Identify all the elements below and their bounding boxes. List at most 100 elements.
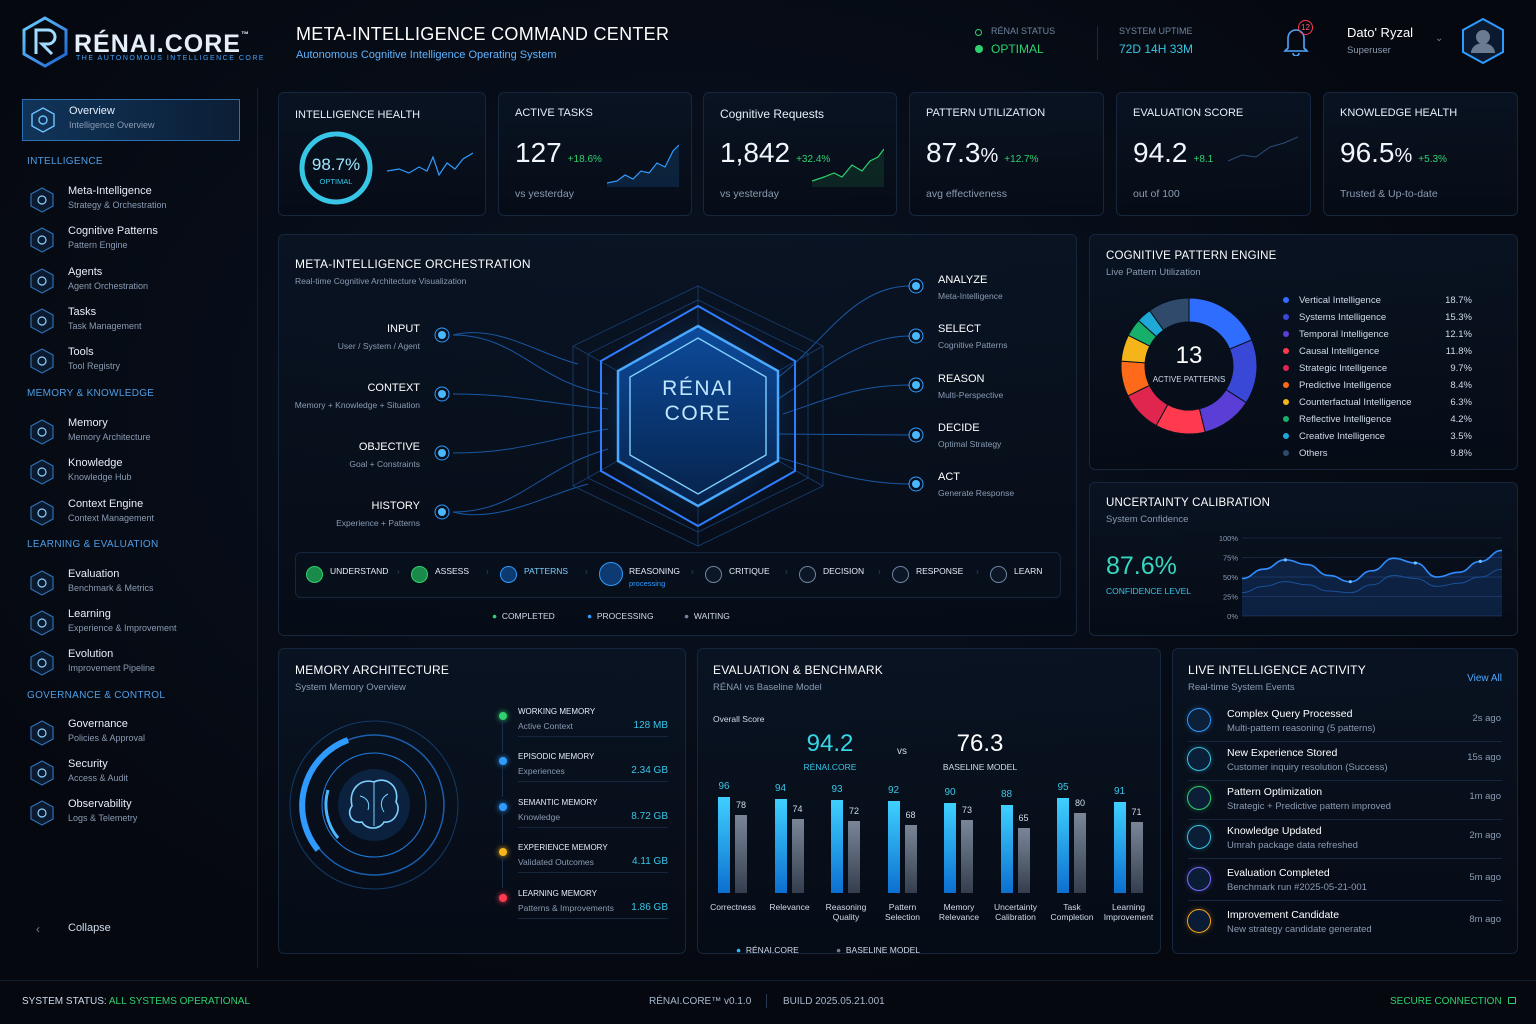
observability-icon — [30, 800, 54, 826]
sidebar-item-memory[interactable]: Memory Memory Architecture — [22, 412, 240, 452]
sidebar-item-context-engine[interactable]: Context Engine Context Management — [22, 493, 240, 533]
stage-label[interactable]: REASONING — [629, 566, 681, 576]
dot-icon: ● — [492, 611, 498, 621]
legend-dot-icon — [1283, 450, 1289, 456]
sidebar-item-tools[interactable]: Tools Tool Registry — [22, 341, 240, 381]
sidebar-item-sub: Knowledge Hub — [68, 472, 132, 482]
sidebar-item-label: Memory — [68, 417, 108, 429]
kpi-pattern-utilization[interactable]: PATTERN UTILIZATION 87.3% +12.7% avg effe… — [909, 92, 1104, 216]
bar-baseline[interactable] — [1074, 813, 1086, 893]
avatar[interactable] — [1461, 17, 1505, 65]
bar-renai[interactable] — [774, 799, 787, 893]
activity-time: 1m ago — [1469, 791, 1501, 802]
view-all-link[interactable]: View All — [1467, 673, 1502, 684]
legend-label: PROCESSING — [596, 611, 654, 621]
user-menu[interactable]: Dato' Ryzal Superuser ⌄ — [1347, 25, 1451, 59]
stage-label[interactable]: UNDERSTAND — [330, 566, 389, 576]
avatar-hex-icon — [1462, 17, 1504, 65]
bar-renai[interactable] — [1113, 802, 1126, 893]
tasks-sparkline — [607, 144, 679, 187]
kpi-title: EVALUATION SCORE — [1133, 107, 1244, 119]
sidebar-item-observability[interactable]: Observability Logs & Telemetry — [22, 793, 240, 833]
core-label-line: RÉNAI — [662, 377, 734, 400]
sidebar — [0, 88, 258, 968]
kpi-active-tasks[interactable]: ACTIVE TASKS 127 +18.6% vs yesterday — [498, 92, 692, 216]
bar-renai[interactable] — [1000, 805, 1013, 893]
kpi-sub: OPTIMAL — [319, 177, 353, 186]
collapse-button[interactable]: ‹ Collapse — [36, 920, 146, 938]
stage-processing-icon — [500, 566, 517, 583]
pattern-engine-title: COGNITIVE PATTERN ENGINE — [1106, 250, 1277, 262]
bar-renai[interactable] — [718, 797, 730, 893]
evaluation-icon — [30, 570, 54, 596]
donut-slice[interactable] — [1148, 297, 1190, 331]
bar-renai-value: 93 — [831, 784, 843, 795]
sidebar-item-meta-intelligence[interactable]: Meta-Intelligence Strategy & Orchestratio… — [22, 180, 240, 220]
header-divider — [1097, 26, 1098, 60]
stage-label[interactable]: RESPONSE — [916, 566, 964, 576]
kpi-evaluation-score[interactable]: EVALUATION SCORE 94.2 +8.1 out of 100 — [1116, 92, 1311, 216]
bar-renai[interactable] — [1057, 798, 1069, 893]
bar-category-label: Learning Improvement — [1103, 902, 1154, 922]
sidebar-item-label: Evolution — [68, 648, 114, 660]
tier-connector — [502, 857, 503, 888]
bar-baseline[interactable] — [1130, 822, 1143, 893]
kpi-delta: +8.1 — [1193, 154, 1214, 165]
sidebar-item-label: Meta-Intelligence — [68, 185, 152, 197]
sidebar-item-sub: Intelligence Overview — [69, 120, 155, 130]
sidebar-item-cognitive-patterns[interactable]: Cognitive Patterns Pattern Engine — [22, 220, 240, 260]
kpi-knowledge-health[interactable]: KNOWLEDGE HEALTH 96.5% +5.3% Trusted & Up… — [1323, 92, 1518, 216]
sidebar-item-knowledge[interactable]: Knowledge Knowledge Hub — [22, 452, 240, 492]
dot-icon: ● — [587, 611, 593, 621]
output-node-label: REASON — [938, 373, 985, 385]
stage-label[interactable]: DECISION — [823, 566, 865, 576]
bar-baseline[interactable] — [961, 820, 973, 893]
sidebar-item-sub: Experience & Improvement — [68, 623, 177, 633]
kpi-delta: +18.6% — [567, 154, 602, 165]
sidebar-item-governance[interactable]: Governance Policies & Approval — [22, 713, 240, 753]
score-renai: 94.2 — [806, 730, 854, 757]
sidebar-item-overview[interactable]: Overview Intelligence Overview — [22, 99, 240, 141]
bar-baseline[interactable] — [791, 819, 804, 893]
y-tick-label: 50% — [1223, 573, 1238, 582]
bar-legend-baseline: ● BASELINE MODEL — [836, 945, 920, 955]
activity-title: New Experience Stored — [1227, 747, 1338, 759]
bar-baseline[interactable] — [904, 825, 917, 893]
kpi-intelligence-health[interactable]: INTELLIGENCE HEALTH 98.7% OPTIMAL — [278, 92, 486, 216]
bar-baseline[interactable] — [848, 821, 860, 893]
sidebar-item-evaluation[interactable]: Evaluation Benchmark & Metrics — [22, 563, 240, 603]
evolution-icon — [30, 650, 54, 676]
kpi-value: 127 — [515, 137, 562, 168]
sidebar-item-tasks[interactable]: Tasks Task Management — [22, 301, 240, 341]
kpi-cognitive-requests[interactable]: Cognitive Requests 1,842 +32.4% vs yester… — [703, 92, 897, 216]
experience-icon — [1187, 747, 1211, 771]
confidence-line-chart: 0% 25% 50% 75% 100% — [1219, 534, 1503, 621]
sidebar-item-evolution[interactable]: Evolution Improvement Pipeline — [22, 643, 240, 683]
bar-renai[interactable] — [887, 801, 900, 893]
stage-label[interactable]: LEARN — [1014, 566, 1043, 576]
stage-label[interactable]: PATTERNS — [524, 566, 569, 576]
overview-icon — [31, 107, 55, 133]
nav-section-governance: GOVERNANCE & CONTROL — [27, 690, 166, 701]
notifications-button[interactable]: 12 — [1282, 20, 1314, 56]
pattern-legend-pct: 9.8% — [1450, 448, 1472, 459]
orchestration-subtitle: Real-time Cognitive Architecture Visuali… — [295, 276, 467, 286]
stage-label[interactable]: CRITIQUE — [729, 566, 770, 576]
bar-renai[interactable] — [831, 800, 843, 893]
bar-baseline[interactable] — [1017, 828, 1030, 893]
bar-renai[interactable] — [944, 803, 956, 893]
pattern-engine-subtitle: Live Pattern Utilization — [1106, 267, 1201, 278]
hexagon-icon — [30, 187, 54, 213]
brand-logo[interactable] — [22, 16, 68, 68]
stage-label[interactable]: ASSESS — [435, 566, 470, 576]
bar-baseline[interactable] — [735, 815, 747, 893]
sidebar-item-label: Knowledge — [68, 457, 123, 469]
sidebar-item-agents[interactable]: Agents Agent Orchestration — [22, 261, 240, 301]
dot-icon: ● — [684, 611, 690, 621]
stage-waiting-icon — [705, 566, 722, 583]
kpi-foot: Trusted & Up-to-date — [1340, 188, 1438, 200]
sidebar-item-learning[interactable]: Learning Experience & Improvement — [22, 603, 240, 643]
sidebar-item-security[interactable]: Security Access & Audit — [22, 753, 240, 793]
activity-separator — [1188, 858, 1502, 859]
kpi-value-row: 87.3% +12.7% — [926, 137, 1039, 169]
